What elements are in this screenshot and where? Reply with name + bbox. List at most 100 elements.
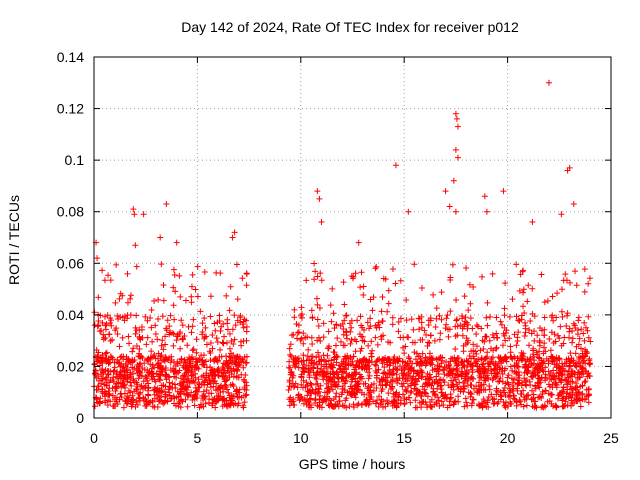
data-point: [97, 355, 104, 362]
data-point: [396, 363, 403, 370]
data-point: [134, 362, 141, 369]
data-point: [236, 386, 243, 393]
data-point: [163, 200, 170, 207]
data-point: [100, 331, 107, 338]
y-tick-label: 0.1: [65, 152, 85, 168]
data-point: [127, 292, 134, 299]
data-point: [454, 123, 461, 130]
chart-title: Day 142 of 2024, Rate Of TEC Index for r…: [181, 19, 519, 35]
data-point: [297, 312, 304, 319]
data-point: [144, 334, 151, 341]
data-point: [461, 293, 468, 300]
data-point: [576, 374, 583, 381]
data-point: [159, 366, 166, 373]
data-point: [566, 325, 573, 332]
data-point: [159, 313, 166, 320]
data-point: [369, 347, 376, 354]
data-point: [385, 287, 392, 294]
data-point: [108, 322, 115, 329]
data-point: [503, 354, 510, 361]
data-point: [285, 364, 292, 371]
data-point: [201, 315, 208, 322]
data-point: [449, 261, 456, 268]
data-point: [520, 403, 527, 410]
data-point: [527, 318, 534, 325]
data-point: [226, 307, 233, 314]
data-point: [96, 362, 103, 369]
data-point: [438, 289, 445, 296]
data-point: [316, 368, 323, 375]
data-point: [101, 277, 108, 284]
data-point: [135, 353, 142, 360]
data-point: [484, 397, 491, 404]
data-point: [170, 302, 177, 309]
data-point: [200, 388, 207, 395]
data-point: [189, 271, 196, 278]
data-point: [318, 277, 325, 284]
data-point: [363, 356, 370, 363]
data-point: [481, 338, 488, 345]
data-point: [433, 356, 440, 363]
data-point: [513, 342, 520, 349]
data-point: [165, 386, 172, 393]
data-point: [211, 378, 218, 385]
data-point: [172, 288, 179, 295]
data-point: [542, 387, 549, 394]
data-point: [176, 390, 183, 397]
data-point: [545, 79, 552, 86]
data-point: [501, 305, 508, 312]
data-point: [502, 365, 509, 372]
data-point: [318, 404, 325, 411]
y-tick-label: 0.04: [57, 307, 84, 323]
data-point: [564, 386, 571, 393]
data-point: [503, 399, 510, 406]
data-point: [513, 360, 520, 367]
data-point: [556, 356, 563, 363]
data-point: [559, 313, 566, 320]
data-point: [575, 389, 582, 396]
data-point: [305, 388, 312, 395]
x-tick-label: 25: [603, 430, 619, 446]
data-point: [309, 340, 316, 347]
data-point: [419, 284, 426, 291]
data-point: [533, 349, 540, 356]
data-point: [573, 282, 580, 289]
data-point: [525, 392, 532, 399]
data-point: [528, 330, 535, 337]
data-point: [162, 393, 169, 400]
data-point: [384, 397, 391, 404]
data-point: [359, 324, 366, 331]
data-point: [341, 301, 348, 308]
data-point: [217, 328, 224, 335]
data-point: [160, 281, 167, 288]
data-point: [242, 379, 249, 386]
data-point: [514, 338, 521, 345]
data-point: [470, 341, 477, 348]
data-point: [122, 368, 129, 375]
data-point: [402, 343, 409, 350]
data-point: [404, 383, 411, 390]
data-point: [389, 266, 396, 273]
data-point: [199, 361, 206, 368]
data-point: [581, 337, 588, 344]
data-point: [529, 362, 536, 369]
data-point: [561, 360, 568, 367]
data-point: [463, 264, 470, 271]
data-point: [154, 355, 161, 362]
data-point: [570, 200, 577, 207]
data-point: [240, 318, 247, 325]
data-point: [206, 348, 213, 355]
data-point: [556, 391, 563, 398]
data-point: [400, 366, 407, 373]
data-point: [231, 336, 238, 343]
data-point: [573, 390, 580, 397]
data-point: [339, 402, 346, 409]
data-point: [521, 375, 528, 382]
data-point: [424, 342, 431, 349]
data-point: [170, 358, 177, 365]
data-point: [177, 359, 184, 366]
data-point: [441, 371, 448, 378]
data-point: [475, 323, 482, 330]
data-point: [369, 307, 376, 314]
data-point: [331, 354, 338, 361]
